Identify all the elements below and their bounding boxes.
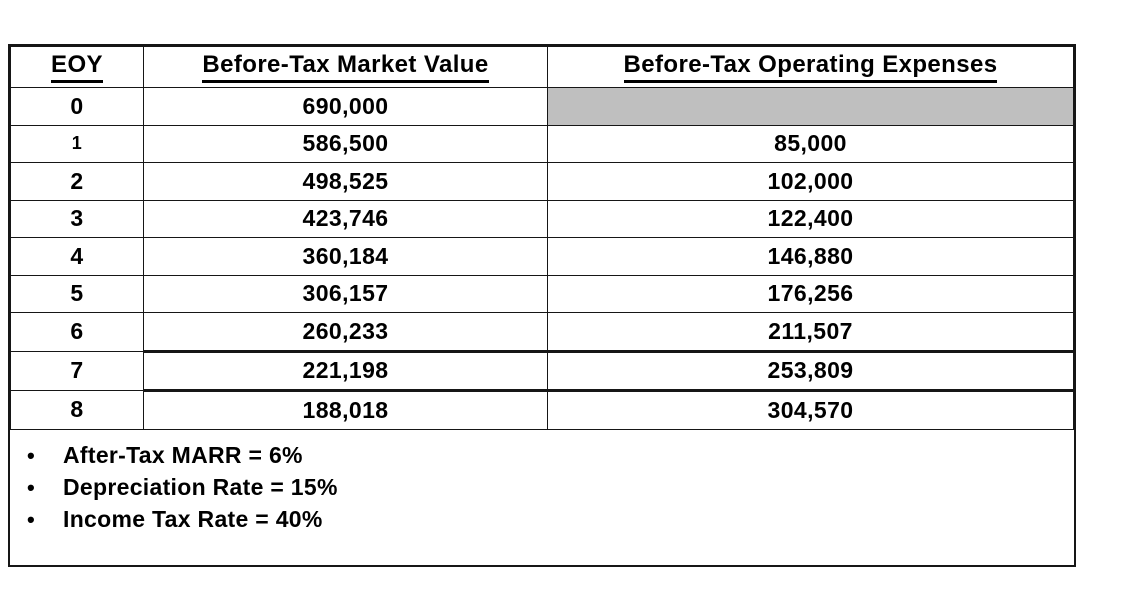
note-depreciation-rate-text: Depreciation Rate = 15% [63,473,338,500]
table-row: 6 260,233 211,507 [10,312,1074,352]
market-value-cell: 221,198 [143,349,548,391]
col-header-eoy-label: EOY [51,52,103,83]
market-value-cell: 260,233 [143,312,548,352]
table-row: 1 586,500 85,000 [10,124,1074,163]
eoy-cell: 0 [10,87,144,126]
data-table-box: EOY Before-Tax Market Value Before-Tax O… [8,44,1076,567]
col-header-market-value-label: Before-Tax Market Value [202,52,489,83]
header-row: EOY Before-Tax Market Value Before-Tax O… [10,46,1074,88]
table-row: 5 306,157 176,256 [10,274,1074,313]
table-row: 4 360,184 146,880 [10,237,1074,276]
eoy-cell: 5 [10,274,144,313]
operating-expenses-cell: 304,570 [547,389,1074,430]
market-value-cell: 188,018 [143,389,548,430]
note-depreciation-rate: • Depreciation Rate = 15% [10,472,1074,504]
bullet-icon: • [27,506,36,532]
col-header-operating-expenses: Before-Tax Operating Expenses [547,46,1074,88]
table-row: 0 690,000 [10,87,1074,126]
shaded-empty-cell [547,87,1074,126]
eoy-cell: 6 [10,312,144,352]
operating-expenses-cell: 85,000 [547,124,1074,163]
operating-expenses-cell: 146,880 [547,237,1074,276]
col-header-operating-expenses-label: Before-Tax Operating Expenses [623,52,998,83]
bullet-icon: • [27,474,36,500]
col-header-eoy: EOY [10,46,144,88]
note-marr: • After-Tax MARR = 6% [10,440,1074,472]
eoy-cell: 1 [10,124,144,163]
col-header-market-value: Before-Tax Market Value [143,46,548,88]
operating-expenses-cell: 122,400 [547,199,1074,238]
eoy-cell: 7 [10,350,144,391]
note-income-tax-rate-text: Income Tax Rate = 40% [63,505,323,532]
operating-expenses-cell: 253,809 [547,349,1074,391]
market-value-cell: 306,157 [143,274,548,313]
market-value-cell: 586,500 [143,124,548,163]
eoy-cell: 8 [10,390,144,430]
operating-expenses-cell: 211,507 [547,312,1074,352]
market-value-cell: 423,746 [143,199,548,238]
market-value-cell: 498,525 [143,162,548,201]
table-row: 3 423,746 122,400 [10,199,1074,238]
table-row: 8 188,018 304,570 [10,389,1074,430]
bullet-icon: • [27,442,36,468]
cash-flow-table: EOY Before-Tax Market Value Before-Tax O… [10,46,1074,430]
eoy-cell: 4 [10,237,144,276]
note-marr-text: After-Tax MARR = 6% [63,441,303,468]
market-value-cell: 360,184 [143,237,548,276]
operating-expenses-cell: 102,000 [547,162,1074,201]
notes-section: • After-Tax MARR = 6% • Depreciation Rat… [10,430,1074,536]
note-income-tax-rate: • Income Tax Rate = 40% [10,504,1074,536]
market-value-cell: 690,000 [143,87,548,126]
eoy-cell: 3 [10,199,144,238]
operating-expenses-cell: 176,256 [547,274,1074,313]
table-row: 2 498,525 102,000 [10,162,1074,201]
eoy-cell: 2 [10,162,144,201]
table-row: 7 221,198 253,809 [10,349,1074,391]
